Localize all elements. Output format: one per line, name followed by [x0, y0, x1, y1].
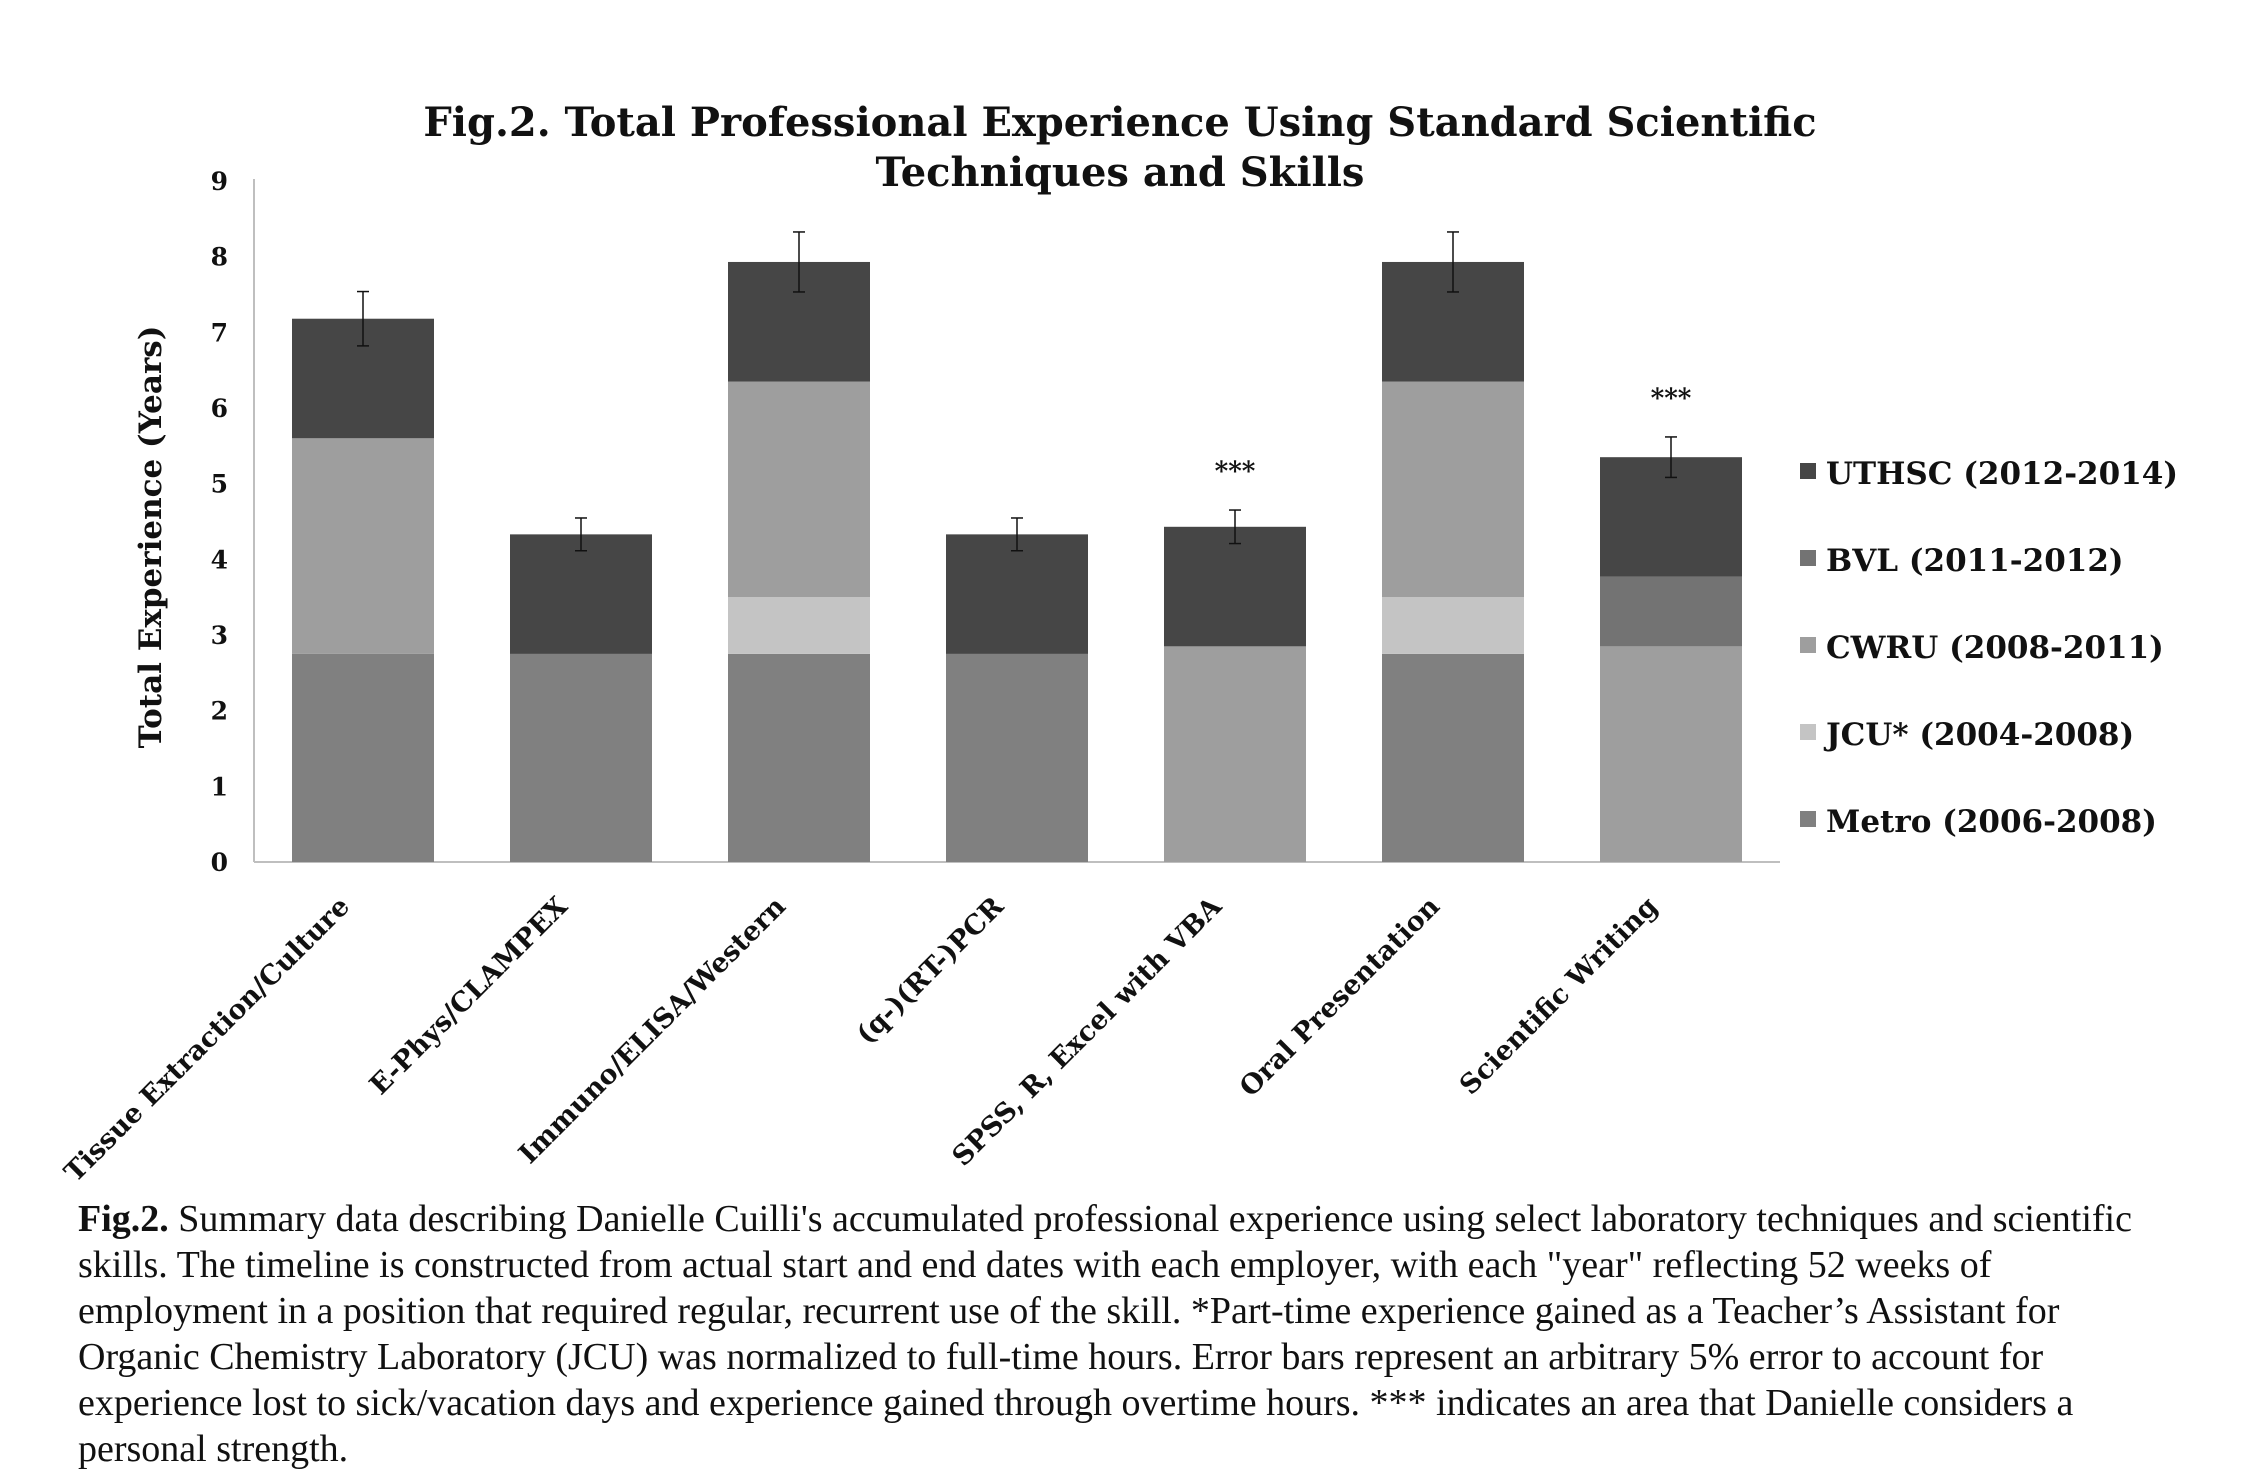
bar-segment	[728, 381, 870, 598]
bar-segment	[510, 653, 652, 862]
bar-segment	[946, 534, 1088, 654]
y-axis-label: Total Experience (Years)	[133, 326, 169, 749]
chart-title-line-1: Fig.2. Total Professional Experience Usi…	[423, 99, 1816, 146]
bar-segment	[292, 653, 434, 862]
legend-swatch	[1800, 811, 1816, 827]
y-tick-label: 4	[211, 545, 228, 574]
category-label: Oral Presentation	[1234, 891, 1446, 1103]
y-tick-label: 1	[211, 772, 228, 801]
legend-label: UTHSC (2012-2014)	[1826, 456, 2178, 492]
y-tick-label: 6	[211, 394, 228, 423]
bar-segment	[1382, 597, 1524, 654]
legend-label: JCU* (2004-2008)	[1823, 717, 2134, 753]
legend-swatch	[1800, 724, 1816, 740]
category-label: E-Phys/CLAMPEX	[364, 891, 574, 1101]
y-tick-label: 8	[211, 243, 228, 272]
category-label: Scientific Writing	[1454, 891, 1664, 1101]
chart-title: Fig.2. Total Professional Experience Usi…	[423, 99, 1816, 196]
category-label: Immuno/ELISA/Western	[513, 891, 792, 1170]
bar-segment	[728, 597, 870, 654]
y-tick-label: 3	[211, 621, 228, 650]
category-label: Tissue Extraction/Culture	[59, 891, 356, 1188]
figure-caption: Fig.2. Summary data describing Danielle …	[78, 1196, 2188, 1472]
legend-label: BVL (2011-2012)	[1826, 543, 2124, 579]
bar-segment	[728, 653, 870, 862]
bar-segment	[1164, 646, 1306, 862]
y-tick-labels: 0 1 2 3 4 5 6 7 8 9	[211, 167, 228, 877]
bars	[292, 261, 1742, 862]
y-tick-label: 5	[211, 470, 228, 499]
bar-segment	[946, 653, 1088, 862]
bar-segment	[1382, 653, 1524, 862]
legend-label: CWRU (2008-2011)	[1826, 630, 2164, 666]
legend-label: Metro (2006-2008)	[1826, 804, 2157, 840]
bar-segment	[510, 534, 652, 654]
category-label: (q-)(RT-)PCR	[851, 891, 1011, 1051]
bar-segment	[1382, 381, 1524, 598]
category-labels: Tissue Extraction/Culture E-Phys/CLAMPEXI…	[59, 890, 1664, 1188]
chart-title-line-2: Techniques and Skills	[876, 149, 1365, 196]
caption-lead: Fig.2.	[78, 1198, 169, 1240]
strength-annotation: ***	[1651, 384, 1692, 414]
bar-segment	[292, 438, 434, 654]
error-bars	[357, 231, 1677, 552]
legend-swatch	[1800, 463, 1816, 479]
legend-swatch	[1800, 637, 1816, 653]
legend-swatch	[1800, 550, 1816, 566]
annotations: *** ***	[1215, 384, 1692, 487]
bar-segment	[1600, 576, 1742, 647]
strength-annotation: ***	[1215, 457, 1256, 487]
caption-text: Summary data describing Danielle Cuilli'…	[78, 1198, 2132, 1470]
y-tick-label: 9	[211, 167, 228, 196]
y-tick-label: 2	[211, 697, 228, 726]
y-tick-label: 0	[211, 848, 228, 877]
bar-segment	[1164, 526, 1306, 647]
bar-segment	[1600, 646, 1742, 862]
y-tick-label: 7	[211, 318, 228, 347]
legend: UTHSC (2012-2014) BVL (2011-2012) CWRU (20…	[1800, 456, 2178, 840]
